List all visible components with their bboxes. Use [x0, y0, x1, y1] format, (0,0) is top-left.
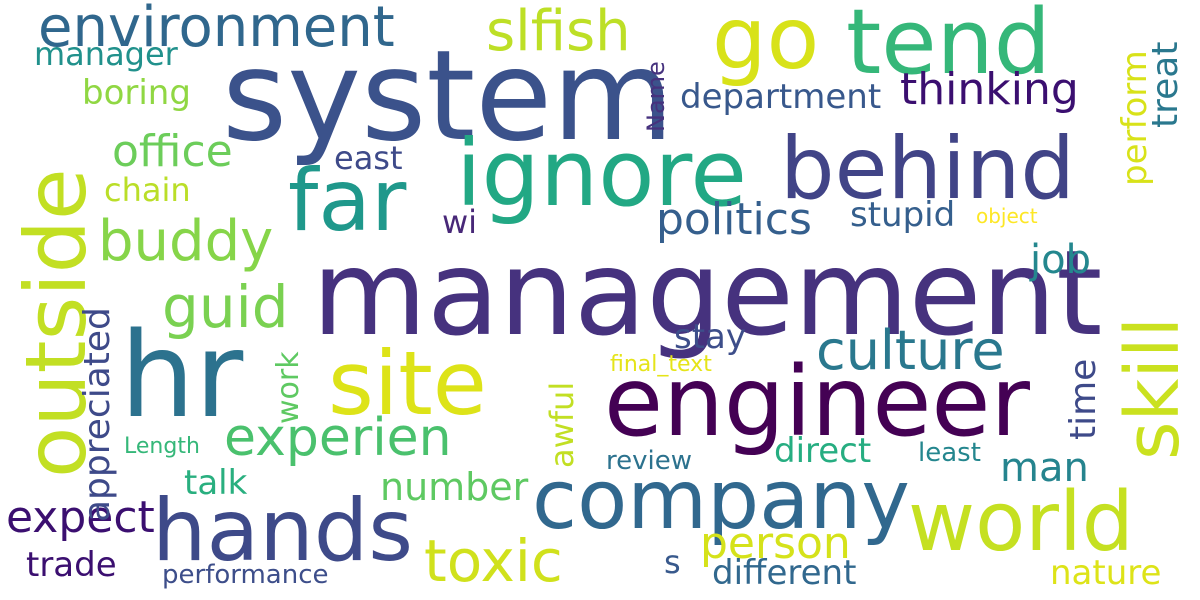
- word-time: time: [1063, 358, 1104, 440]
- word-expect: expect: [6, 492, 155, 543]
- word-hr: hr: [120, 306, 244, 444]
- word-thinking: thinking: [900, 64, 1079, 115]
- word-far: far: [288, 151, 407, 251]
- word-work: work: [271, 351, 306, 424]
- word-different: different: [712, 553, 857, 593]
- word-experien: experien: [224, 408, 452, 468]
- word-department: department: [680, 77, 882, 117]
- word-hands: hands: [152, 481, 414, 581]
- word-direct: direct: [774, 431, 872, 471]
- word-talk: talk: [184, 463, 248, 503]
- word-skill: skill: [1110, 316, 1196, 460]
- word-politics: politics: [656, 194, 812, 245]
- word-person: person: [700, 518, 851, 569]
- word-review: review: [606, 446, 692, 476]
- word-site: site: [328, 332, 487, 435]
- word-tend: tend: [846, 0, 1051, 95]
- word-office: office: [112, 126, 233, 177]
- word-world: world: [908, 475, 1134, 570]
- word-final-text: final_text: [610, 352, 712, 377]
- word-stupid: stupid: [850, 195, 956, 235]
- word-environment: environment: [38, 0, 395, 60]
- word-stay: stay: [674, 317, 747, 357]
- word-culture: culture: [816, 319, 1005, 382]
- word-east: east: [334, 139, 403, 177]
- word-manager: manager: [34, 35, 178, 73]
- word-name: Name: [642, 61, 670, 132]
- word-slfish: slfish: [486, 0, 631, 64]
- word-toxic: toxic: [424, 527, 563, 595]
- word-buddy: buddy: [98, 209, 274, 274]
- word-go: go: [712, 0, 820, 89]
- word-number: number: [380, 465, 529, 509]
- word-least: least: [918, 438, 981, 468]
- word-behind: behind: [780, 119, 1075, 219]
- word-appreciated: appreciated: [77, 307, 118, 522]
- word-ignore: ignore: [456, 120, 747, 227]
- word-guid: guid: [162, 273, 289, 341]
- word-management: management: [312, 224, 1103, 362]
- word-chain: chain: [104, 171, 191, 209]
- word-trade: trade: [26, 545, 117, 585]
- word-wi: wi: [442, 203, 478, 241]
- word-nature: nature: [1050, 553, 1162, 593]
- word-awful: awful: [543, 381, 581, 468]
- word-system: system: [222, 24, 674, 169]
- word-perform: perform: [1115, 50, 1155, 186]
- word-object: object: [976, 204, 1038, 228]
- word-performance: performance: [162, 560, 329, 590]
- word-engineer: engineer: [604, 346, 1030, 458]
- word-length: Length: [124, 434, 200, 459]
- word-man: man: [1000, 445, 1089, 491]
- word-job: job: [1030, 237, 1091, 283]
- word-s: s: [664, 543, 681, 581]
- word-boring: boring: [82, 73, 191, 113]
- word-company: company: [532, 453, 910, 548]
